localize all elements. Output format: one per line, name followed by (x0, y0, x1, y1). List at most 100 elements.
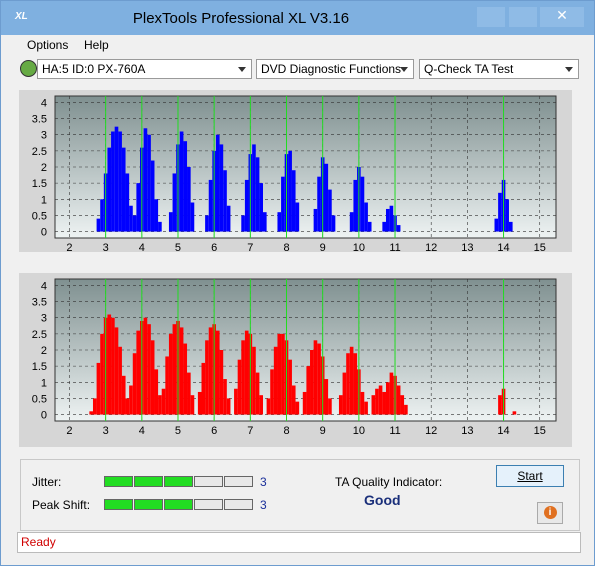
y-tick-label: 0.5 (32, 393, 47, 405)
bar (382, 221, 386, 232)
bar (389, 372, 394, 415)
drive-icon (20, 60, 37, 77)
peak-shift-value: 3 (260, 498, 267, 512)
x-tick-label: 11 (389, 425, 400, 437)
jitter-label: Jitter: (32, 475, 62, 489)
chart-panel: 0 0.5 1 1.5 2 2.5 3 3.5 4 2 3 4 5 6 7 8 9 10 11 12 13 14 15 (19, 273, 572, 447)
x-tick-label: 4 (139, 242, 145, 252)
x-tick-label: 11 (389, 242, 400, 252)
bar (317, 343, 321, 415)
y-tick-label: 4 (41, 280, 47, 292)
y-tick-label: 1 (41, 194, 47, 206)
x-tick-label: 12 (425, 425, 437, 437)
bar (244, 330, 249, 415)
bar (114, 126, 119, 232)
ta-quality-value: Good (364, 492, 401, 508)
x-tick-label: 2 (66, 242, 72, 252)
bar (179, 131, 184, 232)
x-tick-label: 3 (103, 242, 109, 252)
bar (273, 346, 278, 415)
bar (255, 157, 260, 232)
x-tick-label: 3 (103, 425, 109, 437)
bar (125, 173, 130, 232)
bar (100, 333, 104, 415)
bar (118, 131, 122, 232)
bar (338, 395, 343, 415)
bar (100, 199, 104, 232)
y-tick-label: 0 (41, 227, 47, 239)
bar (92, 398, 97, 415)
jitter-value: 3 (260, 475, 267, 489)
bar (168, 333, 173, 415)
bar (508, 221, 513, 232)
bar (114, 327, 119, 415)
bar (111, 317, 115, 415)
bar (223, 379, 227, 415)
bar (107, 314, 112, 415)
title-bar: XL PlexTools Professional XL V3.16 ✕ (1, 1, 594, 35)
x-tick-label: 13 (461, 242, 473, 252)
bar (219, 350, 224, 415)
bar (505, 199, 509, 232)
bar (241, 340, 245, 415)
bar (165, 356, 169, 415)
x-tick-label: 12 (425, 242, 437, 252)
bar (201, 362, 206, 415)
bar (219, 144, 224, 232)
bar (498, 395, 502, 415)
x-tick-label: 4 (139, 425, 145, 437)
meter-segment (134, 476, 163, 487)
bar (346, 353, 350, 415)
meter-segment (164, 499, 193, 510)
bar (295, 202, 300, 232)
bar (226, 398, 231, 415)
bar (96, 362, 101, 415)
info-button[interactable]: i (537, 502, 563, 524)
status-text: Ready (21, 535, 56, 549)
bar (190, 202, 195, 232)
x-tick-label: 10 (353, 425, 365, 437)
bar (111, 131, 115, 232)
app-icon: XL (15, 11, 28, 22)
x-tick-label: 7 (247, 425, 253, 437)
bar (378, 385, 383, 415)
function-select[interactable]: DVD Diagnostic Functions (256, 59, 414, 79)
bar (147, 134, 151, 232)
bar (183, 343, 188, 415)
window-title: PlexTools Professional XL V3.16 (132, 10, 350, 27)
meter-segment (104, 499, 133, 510)
start-button[interactable]: Start (496, 465, 564, 487)
close-button[interactable]: ✕ (540, 7, 584, 27)
bar (226, 205, 231, 232)
bar (349, 346, 354, 415)
bar (158, 221, 162, 232)
bar (364, 202, 368, 232)
bar (317, 176, 321, 232)
y-tick-label: 3 (41, 130, 47, 142)
bar (389, 205, 394, 232)
menu-options[interactable]: Options (27, 38, 69, 52)
bar (208, 179, 213, 232)
bar (132, 353, 137, 415)
x-tick-label: 5 (175, 425, 181, 437)
ta-quality-label: TA Quality Indicator: (335, 475, 443, 489)
bar (208, 327, 213, 415)
drive-select[interactable]: HA:5 ID:0 PX-760A (37, 59, 252, 79)
bar (183, 141, 188, 232)
minimize-button[interactable] (477, 7, 505, 27)
test-select[interactable]: Q-Check TA Test (419, 59, 579, 79)
bar (375, 388, 379, 415)
y-tick-label: 2.5 (32, 329, 47, 341)
maximize-button[interactable] (509, 7, 537, 27)
bar (172, 324, 177, 415)
y-tick-label: 1.5 (32, 178, 47, 190)
bar (129, 385, 133, 415)
meter-segment (194, 499, 223, 510)
bar (295, 401, 300, 415)
x-tick-label: 8 (283, 242, 289, 252)
x-tick-label: 10 (353, 242, 365, 252)
bar (154, 199, 159, 232)
menu-help[interactable]: Help (84, 38, 109, 52)
y-tick-label: 3.5 (32, 297, 47, 309)
